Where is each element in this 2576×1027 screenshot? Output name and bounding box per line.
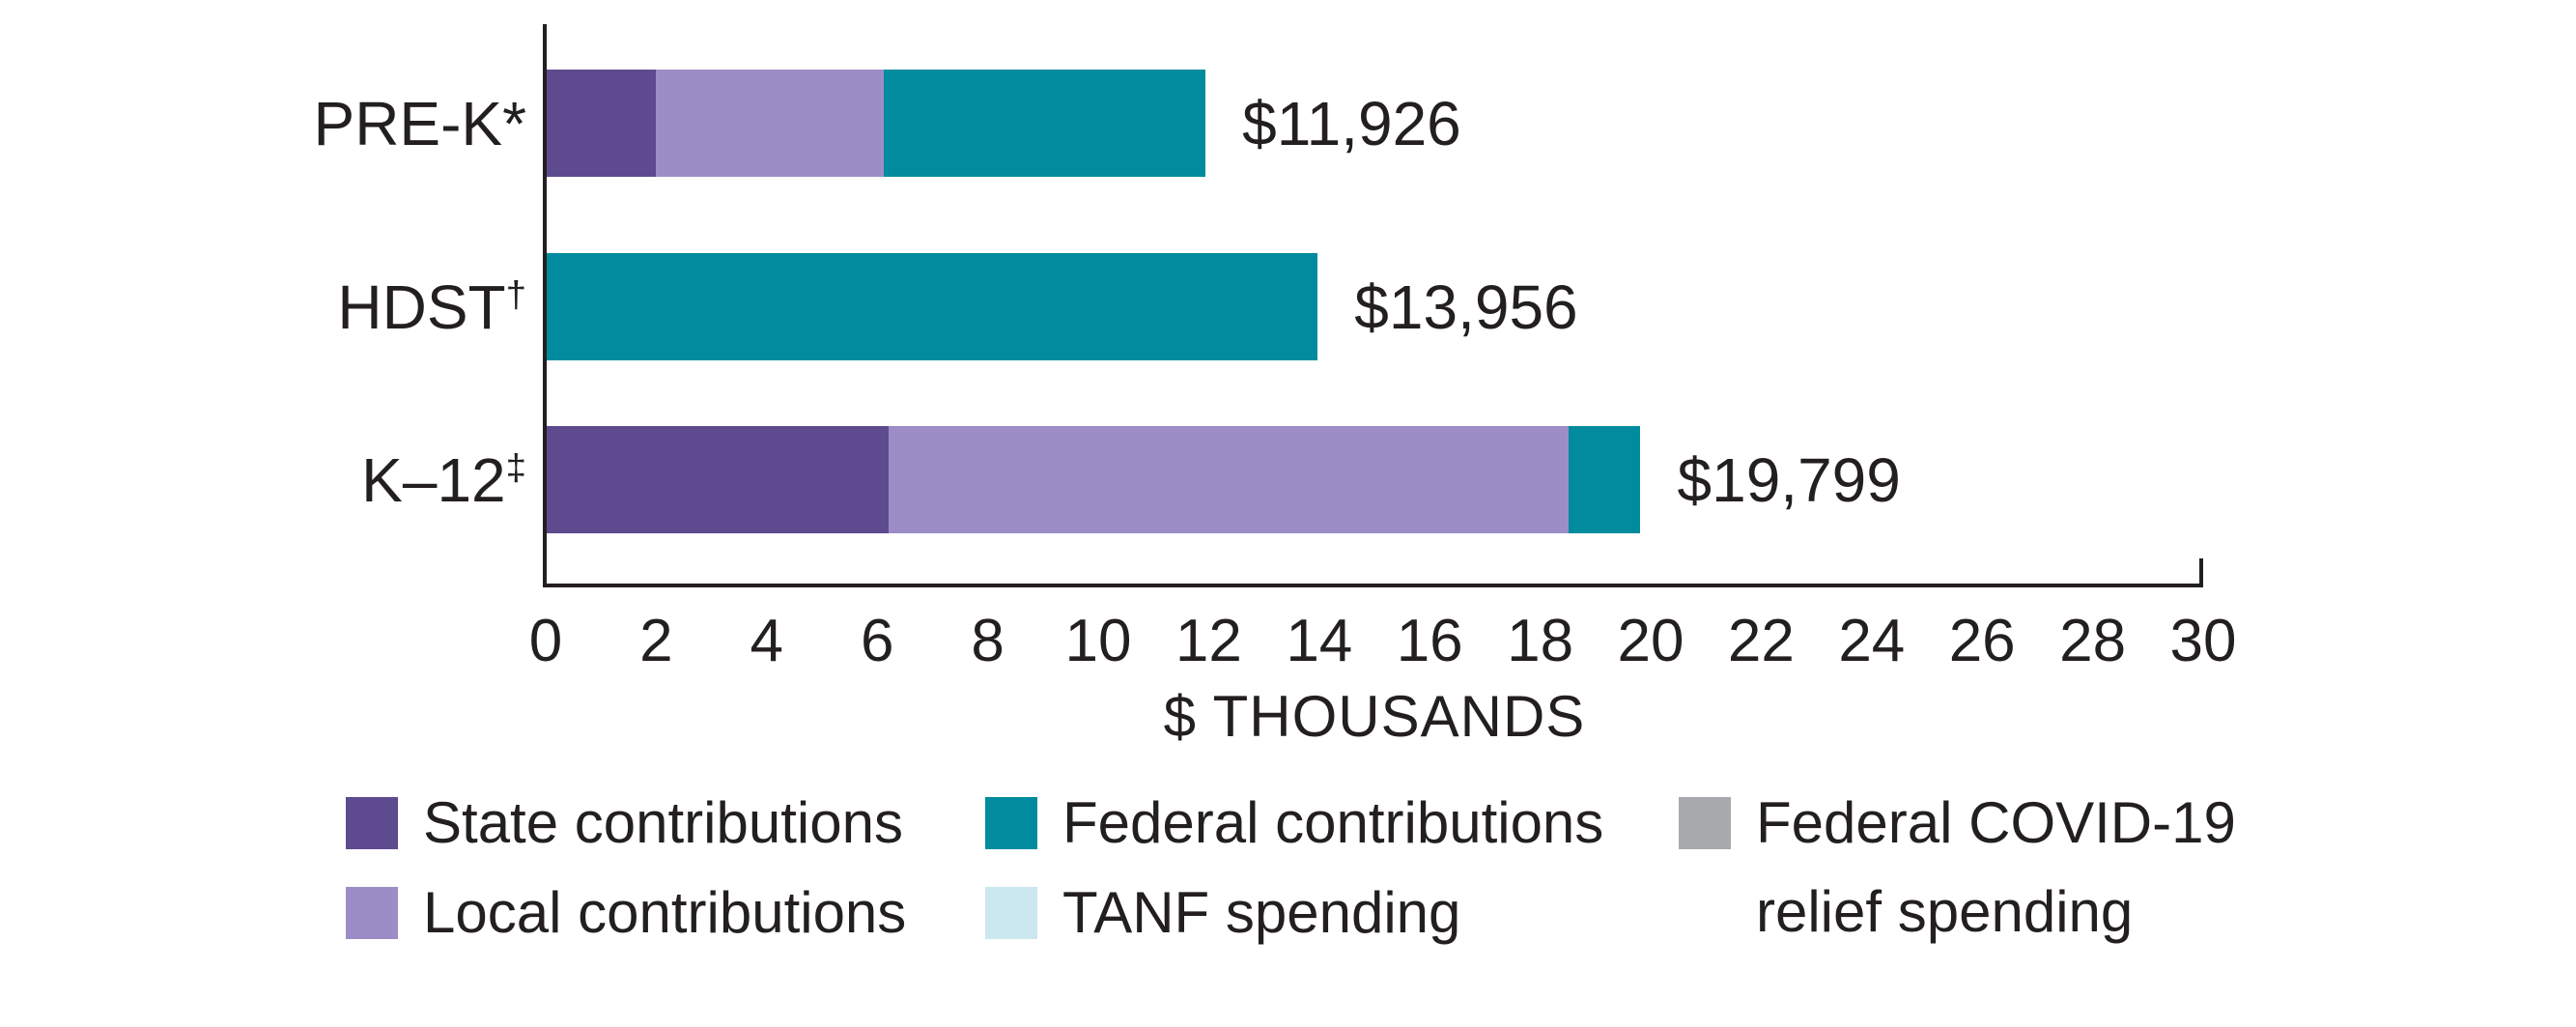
legend-label: State contributions bbox=[423, 790, 903, 855]
legend-swatch-covid bbox=[1679, 797, 1731, 849]
category-footnote-marker: ‡ bbox=[505, 446, 526, 489]
x-tick-label: 16 bbox=[1396, 608, 1463, 674]
category-label: K–12‡ bbox=[361, 444, 526, 515]
legend-item-federal: Federal contributions bbox=[985, 790, 1604, 855]
x-tick-label: 8 bbox=[971, 608, 1005, 674]
bar-total-label: $11,926 bbox=[1242, 88, 1461, 158]
category-label: PRE-K* bbox=[313, 88, 527, 158]
legend-swatch-tanf bbox=[985, 887, 1037, 939]
x-axis-line bbox=[546, 584, 2203, 587]
x-tick-label: 6 bbox=[860, 608, 894, 674]
category-label: HDST† bbox=[337, 271, 526, 342]
x-tick-label: 14 bbox=[1286, 608, 1353, 674]
bar-segment-federal bbox=[1569, 426, 1641, 533]
legend-item-local: Local contributions bbox=[346, 880, 907, 945]
bar-pre-k bbox=[547, 70, 1206, 177]
x-tick-label: 22 bbox=[1727, 608, 1795, 674]
x-tick-label: 20 bbox=[1617, 608, 1684, 674]
legend-label: Federal COVID-19 relief spending bbox=[1756, 790, 2236, 944]
legend-swatch-federal bbox=[985, 797, 1037, 849]
y-axis-line bbox=[543, 24, 547, 587]
legend-label: TANF spending bbox=[1062, 880, 1461, 945]
bar-total-label: $13,956 bbox=[1354, 271, 1578, 342]
x-tick-label: 4 bbox=[750, 608, 784, 674]
legend-swatch-local bbox=[346, 887, 398, 939]
x-tick-label: 30 bbox=[2169, 608, 2237, 674]
legend-item-tanf: TANF spending bbox=[985, 880, 1461, 945]
x-tick-label: 28 bbox=[2059, 608, 2127, 674]
legend-label: Local contributions bbox=[423, 880, 907, 945]
x-axis-end-tick bbox=[2199, 558, 2203, 587]
bar-segment-local bbox=[655, 70, 884, 177]
x-tick-label: 2 bbox=[639, 608, 673, 674]
bar-segment-federal bbox=[883, 70, 1206, 177]
bar-k-12 bbox=[547, 426, 1641, 533]
x-tick-label: 0 bbox=[528, 608, 563, 674]
legend-label: Federal contributions bbox=[1062, 790, 1604, 855]
legend-swatch-state bbox=[346, 797, 398, 849]
bar-segment-federal bbox=[547, 253, 1318, 360]
category-footnote-marker: † bbox=[505, 273, 526, 316]
category-footnote-marker: * bbox=[502, 88, 526, 158]
x-axis-title: $ THOUSANDS bbox=[1163, 684, 1586, 749]
legend-item-covid: Federal COVID-19 relief spending bbox=[1679, 790, 2236, 944]
x-tick-label: 10 bbox=[1064, 608, 1132, 674]
legend-item-state: State contributions bbox=[346, 790, 903, 855]
x-tick-label: 18 bbox=[1507, 608, 1574, 674]
bar-hdst bbox=[547, 253, 1318, 360]
bar-segment-state bbox=[547, 426, 890, 533]
bar-total-label: $19,799 bbox=[1677, 444, 1901, 515]
x-tick-label: 26 bbox=[1948, 608, 2016, 674]
bar-segment-state bbox=[547, 70, 656, 177]
x-tick-label: 24 bbox=[1838, 608, 1906, 674]
x-tick-label: 12 bbox=[1175, 608, 1242, 674]
bar-segment-local bbox=[889, 426, 1570, 533]
